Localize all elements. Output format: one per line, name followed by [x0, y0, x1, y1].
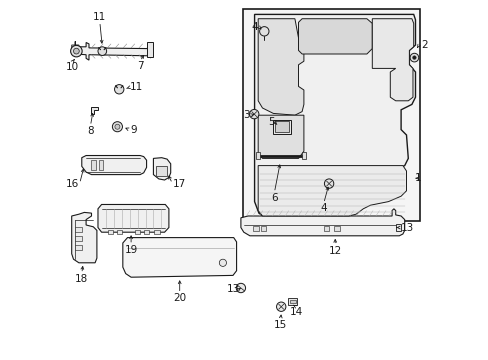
Text: 16: 16: [65, 179, 79, 189]
Polygon shape: [258, 19, 303, 115]
Text: 18: 18: [75, 274, 88, 284]
Circle shape: [249, 109, 258, 119]
Polygon shape: [73, 41, 151, 60]
Circle shape: [219, 259, 226, 266]
Bar: [75, 227, 81, 232]
Text: 12: 12: [328, 246, 341, 256]
Text: 8: 8: [87, 126, 94, 136]
Circle shape: [276, 302, 285, 311]
Text: 11: 11: [130, 82, 143, 93]
Polygon shape: [258, 166, 406, 216]
Text: 19: 19: [124, 245, 138, 255]
Text: 15: 15: [273, 320, 286, 330]
Bar: [99, 160, 103, 170]
Circle shape: [114, 85, 123, 94]
Polygon shape: [122, 238, 236, 277]
Text: 20: 20: [173, 293, 186, 303]
Text: 17: 17: [173, 179, 186, 189]
Text: 13: 13: [400, 222, 413, 233]
Polygon shape: [91, 107, 98, 114]
Circle shape: [112, 122, 122, 132]
Bar: [323, 226, 329, 231]
Bar: [154, 230, 159, 234]
Bar: [243, 9, 419, 221]
Bar: [75, 245, 81, 250]
Text: 4: 4: [320, 203, 326, 213]
Bar: [396, 224, 400, 231]
Circle shape: [115, 124, 120, 129]
Text: 10: 10: [66, 62, 79, 72]
Polygon shape: [153, 158, 170, 180]
Text: 11: 11: [93, 12, 106, 22]
Bar: [288, 298, 297, 305]
Polygon shape: [72, 45, 79, 52]
Text: 1: 1: [414, 173, 421, 183]
Circle shape: [73, 48, 79, 54]
Polygon shape: [258, 115, 303, 158]
Text: 14: 14: [289, 307, 302, 317]
Circle shape: [98, 47, 106, 55]
Text: 4: 4: [251, 22, 258, 32]
Circle shape: [259, 27, 268, 36]
Text: 3: 3: [243, 110, 249, 120]
Bar: [275, 121, 288, 132]
Text: 5: 5: [267, 117, 274, 127]
Polygon shape: [81, 156, 146, 175]
Bar: [260, 226, 266, 231]
Bar: [156, 166, 167, 176]
Circle shape: [409, 53, 418, 62]
Bar: [253, 226, 259, 231]
Circle shape: [324, 179, 333, 188]
Polygon shape: [72, 212, 97, 263]
Polygon shape: [241, 209, 404, 236]
Bar: [302, 152, 305, 159]
Bar: [75, 236, 81, 241]
Bar: [107, 230, 113, 234]
Text: 7: 7: [137, 61, 143, 71]
Circle shape: [412, 56, 415, 59]
Bar: [117, 230, 122, 234]
Polygon shape: [298, 19, 371, 54]
Bar: [256, 152, 260, 159]
Bar: [91, 160, 96, 170]
Bar: [333, 226, 339, 231]
Text: 13: 13: [226, 284, 239, 294]
Text: 9: 9: [130, 125, 136, 135]
Polygon shape: [254, 14, 415, 219]
Circle shape: [70, 45, 82, 57]
Bar: [134, 230, 140, 234]
Polygon shape: [371, 19, 413, 101]
Bar: [272, 120, 291, 134]
Circle shape: [236, 283, 245, 293]
Bar: [289, 300, 295, 303]
Polygon shape: [147, 42, 152, 57]
Bar: [143, 230, 148, 234]
Text: 6: 6: [270, 193, 277, 203]
Polygon shape: [98, 204, 168, 232]
Text: 2: 2: [421, 40, 427, 50]
